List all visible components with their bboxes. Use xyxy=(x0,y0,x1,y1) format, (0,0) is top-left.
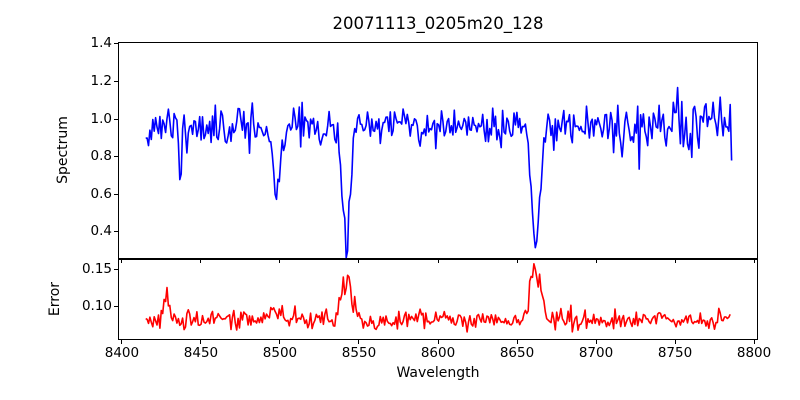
divider-x-tick xyxy=(200,260,202,263)
spectrum-y-tick-label: 1.0 xyxy=(90,110,112,127)
spectrum-y-tick xyxy=(114,156,118,157)
x-tick-label: 8650 xyxy=(499,345,535,361)
divider-x-tick xyxy=(674,260,676,263)
x-tick-label: 8700 xyxy=(578,345,614,361)
x-tick xyxy=(595,340,597,344)
spectrum-plot-area xyxy=(118,42,758,259)
spectrum-y-tick-label: 0.8 xyxy=(90,148,112,165)
spectrum-y-tick xyxy=(114,231,118,232)
x-tick-label: 8800 xyxy=(736,345,772,361)
spectrum-y-tick xyxy=(114,43,118,44)
spectrum-y-tick xyxy=(114,81,118,82)
spectrum-y-tick-label: 1.4 xyxy=(90,35,112,52)
spectrum-y-axis-label: Spectrum xyxy=(55,116,71,184)
divider-x-tick xyxy=(753,260,755,263)
error-line xyxy=(145,262,731,333)
spectrum-y-tick-label: 0.4 xyxy=(90,223,112,240)
error-y-tick-label: 0.15 xyxy=(81,260,112,277)
error-line-canvas xyxy=(145,262,731,333)
x-tick xyxy=(279,340,281,344)
divider-x-tick xyxy=(516,260,518,263)
x-tick-label: 8400 xyxy=(104,345,140,361)
x-tick xyxy=(358,340,360,344)
x-tick-label: 8600 xyxy=(420,345,456,361)
x-tick-label: 8500 xyxy=(262,345,298,361)
spectrum-y-tick xyxy=(114,119,118,120)
error-plot-area xyxy=(118,259,758,340)
spectrum-line-canvas xyxy=(145,86,733,258)
error-y-tick xyxy=(114,306,118,307)
x-tick xyxy=(121,340,123,344)
error-y-tick xyxy=(114,269,118,270)
x-tick-label: 8550 xyxy=(341,345,377,361)
error-y-tick-label: 0.10 xyxy=(81,297,112,314)
x-tick xyxy=(674,340,676,344)
divider-x-tick xyxy=(121,260,123,263)
x-axis-label: Wavelength xyxy=(396,365,480,381)
x-tick xyxy=(200,340,202,344)
x-tick-label: 8750 xyxy=(657,345,693,361)
plot-title: 20071113_0205m20_128 xyxy=(332,14,544,33)
divider-x-tick xyxy=(279,260,281,263)
spectrum-y-tick-label: 1.2 xyxy=(90,72,112,89)
x-tick xyxy=(437,340,439,344)
spectrum-y-tick-label: 0.6 xyxy=(90,185,112,202)
spectrum-y-tick xyxy=(114,194,118,195)
divider-x-tick xyxy=(595,260,597,263)
x-tick xyxy=(516,340,518,344)
divider-x-tick xyxy=(358,260,360,263)
divider-x-tick xyxy=(437,260,439,263)
x-tick-label: 8450 xyxy=(183,345,219,361)
x-tick xyxy=(753,340,755,344)
spectrum-line xyxy=(145,86,733,258)
error-y-axis-label: Error xyxy=(47,281,63,317)
